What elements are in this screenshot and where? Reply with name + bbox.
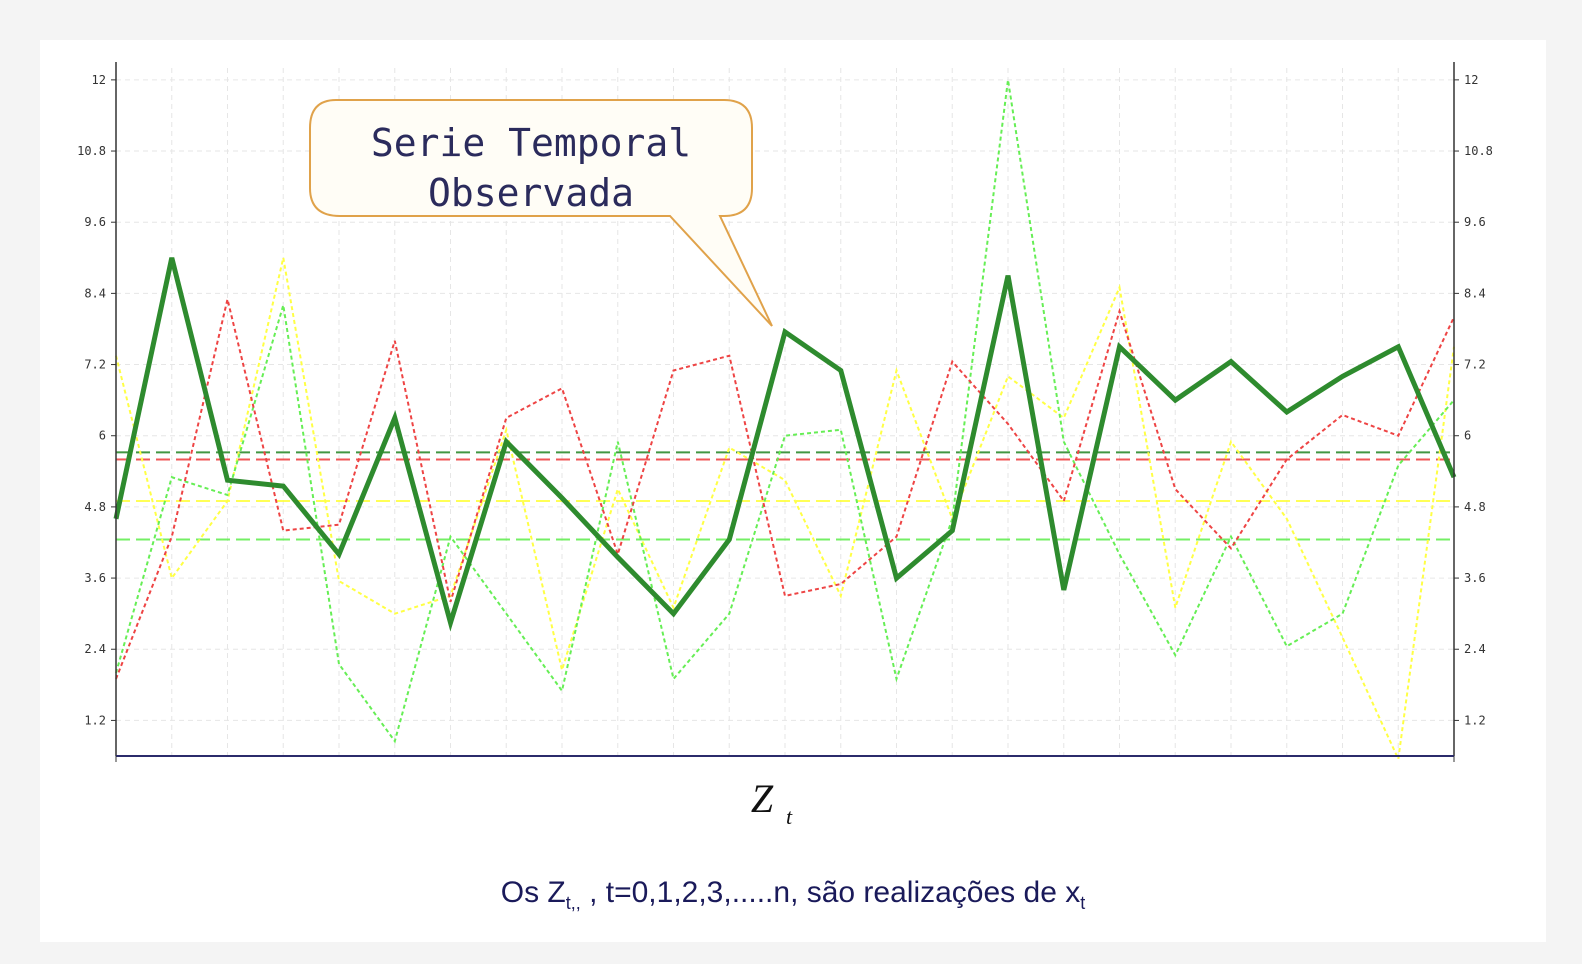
chart-panel: 1.2 2.4 3.6 4.8 6 7.2 8.4 9.6 10.8 12 1.2 2.4 3.6 4.…: [40, 40, 1546, 942]
y-tick-label-right: 6: [1464, 429, 1471, 443]
series-group: [113, 79, 1457, 763]
y-tick-label-right: 4.8: [1464, 500, 1486, 514]
y-tick-label-left: 3.6: [84, 571, 106, 585]
x-axis-label-subscript: t: [786, 804, 793, 829]
y-tick-label-right: 9.6: [1464, 215, 1486, 229]
y-tick-label-left: 4.8: [84, 500, 106, 514]
y-tick-label-left: 10.8: [77, 144, 106, 158]
caption-prefix: Os Z: [500, 876, 566, 909]
y-axis-right-ticks: 1.2 2.4 3.6 4.8 6 7.2 8.4 9.6 10.8 12: [1454, 73, 1493, 727]
y-tick-label-left: 7.2: [84, 358, 106, 372]
callout: Serie Temporal Observada: [309, 99, 773, 327]
caption: Os Zt,, , t=0,1,2,3,.....n, são realizaç…: [40, 876, 1546, 914]
axes: [115, 62, 1455, 762]
y-tick-label-right: 7.2: [1464, 358, 1486, 372]
y-tick-label-right: 3.6: [1464, 571, 1486, 585]
series-line-2: [115, 299, 1455, 680]
caption-suffix-subscript: t: [1080, 893, 1086, 913]
y-tick-label-right: 10.8: [1464, 144, 1493, 158]
y-tick-label-left: 12: [92, 73, 106, 87]
y-tick-label-right: 12: [1464, 73, 1478, 87]
y-axis-left-ticks: 1.2 2.4 3.6 4.8 6 7.2 8.4 9.6 10.8 12: [77, 73, 116, 727]
caption-middle: , t=0,1,2,3,.....n, são realizações de x: [580, 876, 1081, 909]
caption-subscript: t,,: [565, 893, 581, 913]
y-tick-label-left: 8.4: [84, 286, 106, 300]
y-tick-label-left: 2.4: [84, 642, 106, 656]
series-line-1: [115, 79, 1455, 744]
y-tick-label-right: 8.4: [1464, 286, 1486, 300]
callout-line-1: Serie Temporal: [371, 121, 691, 165]
series-line-3: [113, 257, 1457, 632]
series-line-0: [115, 257, 1455, 763]
y-tick-label-right: 2.4: [1464, 642, 1486, 656]
mean-lines: [116, 451, 1454, 541]
x-axis-label: Z: [751, 776, 774, 821]
line-chart: 1.2 2.4 3.6 4.8 6 7.2 8.4 9.6 10.8 12 1.2 2.4 3.6 4.…: [77, 62, 1493, 829]
callout-bubble: [309, 99, 773, 327]
y-tick-label-left: 1.2: [84, 713, 106, 727]
y-tick-label-left: 9.6: [84, 215, 106, 229]
y-tick-label-right: 1.2: [1464, 713, 1486, 727]
y-tick-label-left: 6: [99, 429, 106, 443]
callout-line-2: Observada: [428, 171, 634, 215]
